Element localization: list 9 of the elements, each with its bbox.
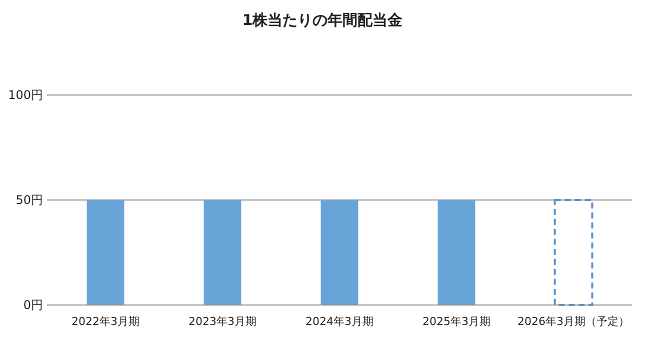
x-tick-label: 2023年3月期 (188, 315, 256, 328)
x-tick-label: 2024年3月期 (306, 315, 374, 328)
x-tick-label: 2022年3月期 (72, 315, 140, 328)
chart-title: 1株当たりの年間配当金 (242, 11, 403, 29)
x-tick-label: 2026年3月期（予定） (518, 315, 630, 328)
y-tick-label: 100円 (8, 88, 43, 102)
x-tick-label: 2025年3月期 (422, 315, 490, 328)
y-tick-label: 0円 (23, 298, 43, 312)
y-tick-label: 50円 (16, 193, 43, 208)
